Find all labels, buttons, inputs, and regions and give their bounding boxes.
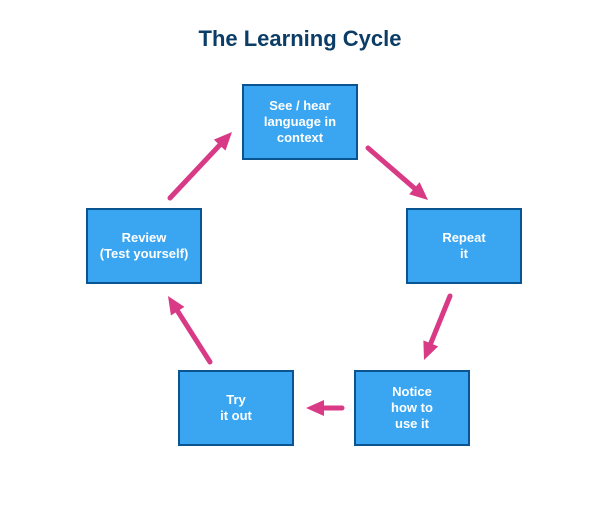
cycle-node-n1: Repeat it xyxy=(406,208,522,284)
cycle-arrow-line-3 xyxy=(174,305,210,362)
cycle-arrow-head-4 xyxy=(214,132,232,151)
cycle-arrow-head-1 xyxy=(423,340,438,360)
cycle-node-label: Try it out xyxy=(220,392,252,425)
cycle-arrow-line-0 xyxy=(368,148,420,193)
cycle-arrow-line-1 xyxy=(428,296,450,350)
cycle-node-label: Review (Test yourself) xyxy=(100,230,189,263)
cycle-node-label: Repeat it xyxy=(442,230,485,263)
diagram-title: The Learning Cycle xyxy=(0,26,600,52)
cycle-node-n0: See / hear language in context xyxy=(242,84,358,160)
cycle-arrow-line-4 xyxy=(170,140,225,198)
cycle-node-label: See / hear language in context xyxy=(264,98,336,147)
cycle-node-n4: Review (Test yourself) xyxy=(86,208,202,284)
cycle-arrow-head-0 xyxy=(409,182,428,200)
cycle-node-n3: Try it out xyxy=(178,370,294,446)
cycle-arrow-head-3 xyxy=(168,296,184,315)
cycle-node-label: Notice how to use it xyxy=(391,384,433,433)
cycle-node-n2: Notice how to use it xyxy=(354,370,470,446)
learning-cycle-diagram: { "title": { "text": "The Learning Cycle… xyxy=(0,0,600,508)
cycle-arrow-head-2 xyxy=(306,400,324,416)
